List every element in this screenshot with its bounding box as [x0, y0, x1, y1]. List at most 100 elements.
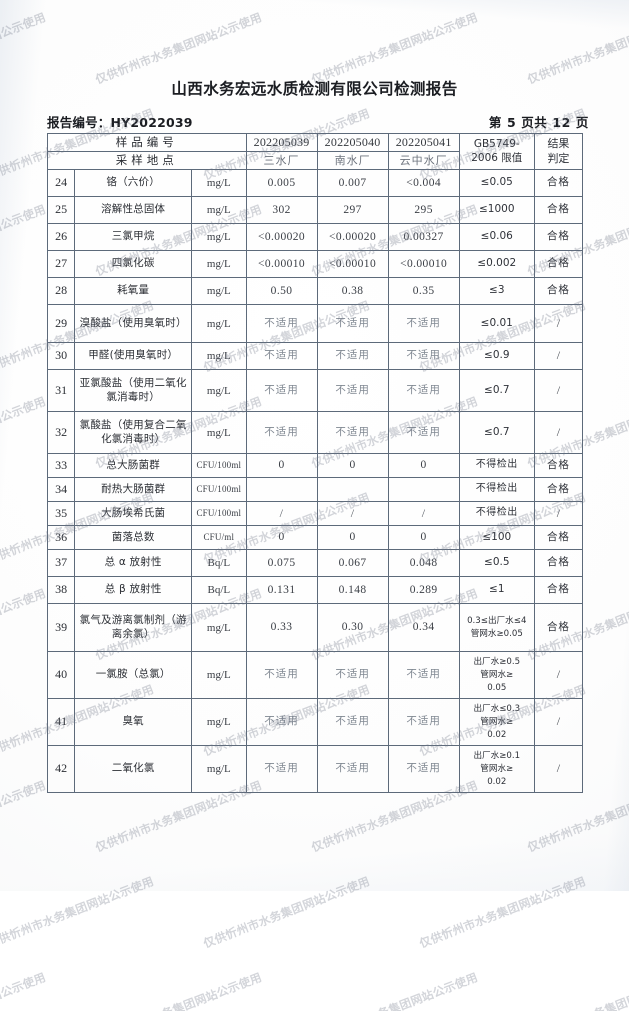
limit-line: ≤0.01: [480, 316, 513, 329]
measured-value-2: 不适用: [316, 651, 389, 700]
page-indicator: 第 5 页共 12 页: [488, 115, 589, 130]
measured-value-3: 不适用: [387, 342, 460, 371]
header-sample-site-3: 云中水厂: [387, 151, 460, 171]
measured-value-2: 0.148: [316, 576, 389, 605]
measured-value-1: 不适用: [245, 698, 318, 747]
parameter-unit: mg/L: [191, 342, 247, 371]
verdict-value: 合格: [533, 603, 584, 653]
parameter-unit: CFU/100ml: [191, 477, 247, 503]
limit-line: ≤0.06: [480, 230, 513, 243]
parameter-name: 菌落总数: [74, 525, 193, 551]
watermark-text: 仅供忻州市水务集团网站公示使用: [309, 970, 480, 1011]
parameter-unit: mg/L: [191, 169, 247, 198]
page-title: 山西水务宏远水质检测有限公司检测报告: [171, 80, 458, 98]
measured-value-2: 0: [316, 525, 389, 551]
limit-line: 出厂水≤0.3: [473, 703, 521, 714]
parameter-unit: Bq/L: [191, 549, 247, 578]
limit-line: ≤0.05: [480, 176, 513, 189]
header-sample-no-label: 样品编号: [47, 132, 247, 153]
measured-value-2: 0.007: [316, 169, 389, 198]
limit-line: 0.05: [487, 682, 507, 693]
row-index: 26: [46, 223, 76, 252]
header-sample-no-2: 202205040: [316, 132, 389, 153]
parameter-name: 氯气及游离氯制剂（游离余氯）: [74, 603, 193, 653]
header-sample-site-2: 南水厂: [316, 151, 389, 171]
limit-line: 0.3≤出厂水≤4: [467, 615, 527, 626]
measured-value-3: 295: [387, 196, 460, 225]
table-row: 40 一氯胺（总氯） mg/L 不适用 不适用 不适用 出厂水≥0.5 管网水≥ 0.05/: [46, 651, 584, 700]
header-sample-site-1: 三水厂: [245, 151, 318, 171]
limit-line: ≤0.7: [484, 425, 510, 438]
measured-value-3: 0.35: [387, 277, 460, 306]
table-row: 35 大肠埃希氏菌 CFU/100ml / / / 不得检出 /: [46, 501, 584, 527]
standard-limit: ≤0.7: [458, 369, 535, 413]
standard-limit: ≤1: [458, 576, 535, 605]
measured-value-2: <0.00020: [316, 223, 389, 252]
row-index: 36: [46, 525, 76, 551]
measured-value-2: 0: [316, 453, 389, 479]
parameter-name: 二氧化氯: [74, 745, 193, 794]
parameter-name: 铬（六价）: [74, 169, 193, 198]
limit-line: 管网水≥: [480, 669, 514, 680]
row-index: 31: [46, 369, 76, 413]
standard-limit: 出厂水≥0.1 管网水≥ 0.02: [458, 745, 535, 794]
parameter-name: 耐热大肠菌群: [74, 477, 193, 503]
row-index: 34: [46, 477, 76, 503]
measured-value-1: 不适用: [245, 342, 318, 371]
standard-limit: ≤0.06: [458, 223, 535, 252]
verdict-value: /: [533, 745, 584, 794]
limit-line: 不得检出: [475, 483, 518, 495]
limit-line: ≤0.002: [477, 257, 517, 270]
table-row: 24 铬（六价） mg/L 0.005 0.007 <0.004 ≤0.05 合格: [46, 169, 584, 198]
measured-value-1: 0: [245, 453, 318, 479]
measured-value-1: <0.00010: [245, 250, 318, 279]
table-row: 26 三氯甲烷 mg/L <0.00020 <0.00020 0.00327 ≤0.06 合格: [46, 223, 584, 252]
limit-line: ≤0.9: [484, 349, 510, 362]
parameter-name: 一氯胺（总氯）: [74, 651, 193, 700]
header-sample-no-1: 202205039: [245, 132, 318, 153]
parameter-unit: Bq/L: [191, 576, 247, 605]
measured-value-3: 不适用: [387, 304, 460, 344]
header-verdict-line1: 结果: [547, 137, 570, 151]
verdict-value: /: [533, 342, 584, 371]
parameter-unit: mg/L: [191, 196, 247, 225]
verdict-value: /: [533, 651, 584, 700]
header-standard-limit: GB5749- 2006 限值: [458, 132, 535, 171]
verdict-value: 合格: [533, 277, 584, 306]
measured-value-3: 不适用: [387, 411, 460, 455]
row-index: 24: [46, 169, 76, 198]
table-row: 42 二氧化氯 mg/L 不适用 不适用 不适用 出厂水≥0.1 管网水≥ 0.02/: [46, 745, 584, 794]
measured-value-3: 0.00327: [387, 223, 460, 252]
parameter-unit: CFU/100ml: [191, 453, 247, 479]
measured-value-2: 不适用: [316, 369, 389, 413]
measured-value-2: 0.30: [316, 603, 389, 653]
header-row-sample-site: 采样地点 三水厂 南水厂 云中水厂: [47, 151, 583, 171]
header-standard-line1: GB5749-: [473, 138, 520, 151]
limit-line: 管网水≥: [480, 763, 514, 774]
measured-value-2: 不适用: [316, 411, 389, 455]
measured-value-3: 不适用: [387, 369, 460, 413]
standard-limit: ≤0.5: [458, 549, 535, 578]
header-sample-site-label: 采样地点: [47, 151, 247, 171]
parameter-unit: mg/L: [191, 745, 247, 794]
measured-value-1: 0.075: [245, 549, 318, 578]
parameter-unit: CFU/100ml: [191, 501, 247, 527]
measured-value-1: 不适用: [245, 745, 318, 794]
measured-value-2: 不适用: [316, 342, 389, 371]
row-index: 30: [46, 342, 76, 371]
measured-value-1: /: [245, 501, 318, 527]
measured-value-2: 0.067: [316, 549, 389, 578]
parameter-unit: mg/L: [191, 250, 247, 279]
water-quality-results-table: 样品编号 202205039 202205040 202205041 GB574…: [46, 132, 584, 794]
verdict-value: 合格: [533, 196, 584, 225]
parameter-unit: mg/L: [191, 651, 247, 700]
parameter-name: 溴酸盐（使用臭氧时）: [74, 304, 193, 344]
parameter-name: 三氯甲烷: [74, 223, 193, 252]
row-index: 27: [46, 250, 76, 279]
measured-value-1: 不适用: [245, 651, 318, 700]
standard-limit: ≤0.9: [458, 342, 535, 371]
limit-line: 出厂水≥0.5: [473, 656, 521, 667]
standard-limit: 不得检出: [458, 453, 535, 479]
table-row: 31 亚氯酸盐（使用二氧化氯消毒时） mg/L 不适用 不适用 不适用 ≤0.7/: [46, 369, 584, 413]
row-index: 37: [46, 549, 76, 578]
